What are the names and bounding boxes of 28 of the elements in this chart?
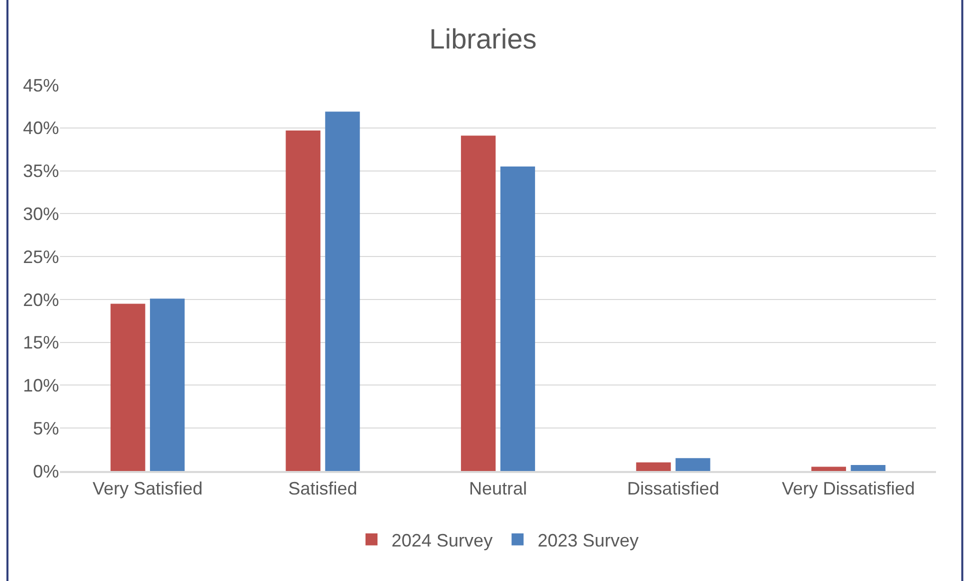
chart-title: Libraries [429, 24, 537, 55]
bar [676, 458, 710, 471]
legend-label: 2023 Survey [538, 530, 639, 550]
legend-label: 2024 Survey [392, 530, 493, 550]
y-tick-label: 40% [22, 118, 59, 138]
y-tick-label: 5% [32, 418, 59, 438]
bar [850, 465, 886, 471]
bar [460, 136, 496, 471]
bar [636, 462, 671, 471]
y-tick-label: 25% [22, 246, 59, 267]
bar [286, 130, 320, 471]
y-tick-label: 30% [22, 204, 59, 224]
x-tick-label: Very Dissatisfied [782, 478, 915, 499]
x-tick-label: Satisfied [288, 478, 358, 499]
x-tick-label: Neutral [468, 478, 528, 499]
y-tick-label: 15% [22, 332, 59, 353]
bar [500, 166, 536, 471]
bar [811, 466, 846, 471]
bar [150, 298, 185, 471]
y-tick-label: 0% [32, 461, 59, 482]
x-tick-label: Very Satisfied [92, 478, 203, 499]
bar [325, 112, 360, 471]
y-tick-label: 35% [22, 161, 59, 182]
y-tick-label: 20% [22, 290, 59, 310]
bar [110, 304, 146, 471]
y-tick-label: 10% [22, 376, 59, 396]
x-tick-label: Dissatisfied [627, 478, 720, 499]
y-tick-label: 45% [22, 75, 59, 96]
